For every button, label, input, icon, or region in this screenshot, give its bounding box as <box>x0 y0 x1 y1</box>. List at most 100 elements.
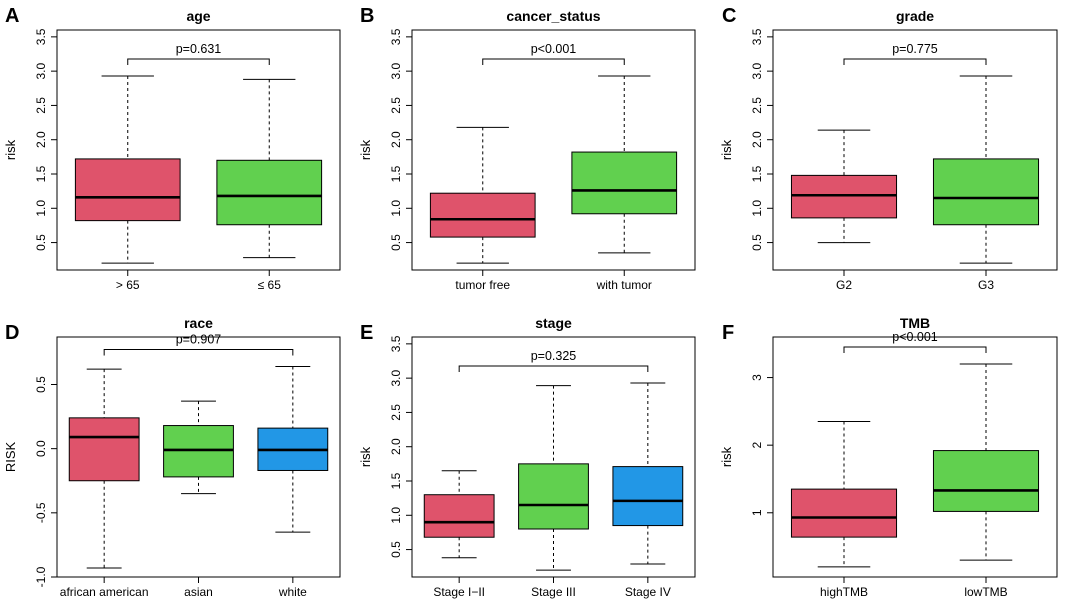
x-tick-label: highTMB <box>820 585 868 599</box>
significance-bracket <box>127 58 270 65</box>
iqr-box <box>216 159 323 226</box>
y-tick-label: 3.5 <box>389 28 403 45</box>
panel-f: F TMB 1 2 3 risk highTMB lowTMB p<0.001 <box>719 315 1058 599</box>
box-0 <box>429 126 536 264</box>
plot-frame <box>772 29 1058 271</box>
y-tick-label: -0.5 <box>34 502 48 523</box>
y-tick-label: 1.0 <box>389 507 403 524</box>
p-value-label: p=0.775 <box>892 42 938 56</box>
significance-bracket <box>843 58 987 65</box>
box-1 <box>163 400 234 495</box>
panel-title: age <box>186 8 210 24</box>
x-tick-label: asian <box>184 585 213 599</box>
x-tick-label: white <box>278 585 307 599</box>
panel-title: TMB <box>900 315 930 331</box>
iqr-box <box>932 158 1040 226</box>
x-tick-label: Stage III <box>531 585 576 599</box>
p-value-label: p<0.001 <box>892 330 938 344</box>
significance-bracket <box>458 365 649 372</box>
iqr-box <box>518 463 589 530</box>
panel-letter: B <box>360 5 374 27</box>
x-tick-label: tumor free <box>455 278 510 292</box>
significance-bracket <box>482 58 625 65</box>
y-axis-label: risk <box>358 446 373 467</box>
box-1 <box>932 363 1040 561</box>
significance-bracket <box>843 346 987 354</box>
box-1 <box>216 78 323 259</box>
y-tick-label: 2.5 <box>34 97 48 114</box>
y-tick-label: 0.5 <box>750 234 764 251</box>
panel-title: race <box>184 315 213 331</box>
y-tick-label: 2.0 <box>750 131 764 148</box>
y-tick-label: 3.5 <box>34 28 48 45</box>
p-value-label: p=0.325 <box>531 349 577 363</box>
panel-letter: E <box>360 322 373 344</box>
box-0 <box>68 368 140 569</box>
y-tick-label: 3.5 <box>750 28 764 45</box>
iqr-box <box>429 192 536 238</box>
iqr-box <box>74 158 181 222</box>
box-1 <box>518 385 589 571</box>
p-value-label: p<0.001 <box>531 42 577 56</box>
y-tick-label: 3.0 <box>750 62 764 79</box>
y-tick-label: 0.5 <box>34 234 48 251</box>
panel-title: grade <box>896 8 934 24</box>
p-value-label: p=0.907 <box>176 333 222 347</box>
y-tick-label: 2.5 <box>750 97 764 114</box>
y-tick-label: 0.5 <box>34 376 48 393</box>
iqr-box <box>932 450 1040 512</box>
y-tick-label: 1.5 <box>389 472 403 489</box>
significance-bracket <box>103 349 294 356</box>
y-tick-label: 2 <box>750 442 764 449</box>
panel-letter: A <box>5 5 19 27</box>
y-tick-label: 1.5 <box>34 165 48 182</box>
y-tick-label: 1.0 <box>34 200 48 217</box>
y-tick-label: 2.5 <box>389 404 403 421</box>
x-tick-label: ≤ 65 <box>258 278 282 292</box>
x-tick-label: G3 <box>978 278 994 292</box>
y-tick-label: 3.0 <box>389 62 403 79</box>
y-axis-label: risk <box>719 139 734 160</box>
x-tick-label: G2 <box>836 278 852 292</box>
y-tick-label: -1.0 <box>34 566 48 587</box>
y-tick-label: 0.5 <box>389 541 403 558</box>
y-tick-label: 1.0 <box>750 200 764 217</box>
p-value-label: p=0.631 <box>176 42 222 56</box>
y-tick-label: 3 <box>750 374 764 381</box>
x-tick-label: > 65 <box>116 278 140 292</box>
x-tick-label: Stage IV <box>625 585 671 599</box>
box-0 <box>790 421 898 568</box>
y-tick-label: 3.5 <box>389 335 403 352</box>
panel-letter: C <box>722 5 736 27</box>
y-tick-label: 1.5 <box>389 165 403 182</box>
y-tick-label: 1.0 <box>389 200 403 217</box>
y-tick-label: 1 <box>750 509 764 516</box>
y-tick-label: 2.0 <box>34 131 48 148</box>
box-1 <box>932 75 1040 264</box>
box-1 <box>571 75 678 254</box>
plot-frame <box>772 336 1058 578</box>
y-axis-label: risk <box>719 446 734 467</box>
x-tick-label: with tumor <box>596 278 652 292</box>
box-0 <box>74 75 181 264</box>
y-tick-label: 2.5 <box>389 97 403 114</box>
iqr-box <box>612 466 684 527</box>
box-0 <box>790 129 898 244</box>
y-tick-label: 2.0 <box>389 438 403 455</box>
box-2 <box>612 382 684 565</box>
panel-title: cancer_status <box>506 8 600 24</box>
y-tick-label: 3.0 <box>389 369 403 386</box>
panel-title: stage <box>535 315 572 331</box>
y-axis-label: risk <box>358 139 373 160</box>
box-2 <box>257 366 329 533</box>
y-tick-label: 1.5 <box>750 165 764 182</box>
y-tick-label: 0.0 <box>34 440 48 457</box>
iqr-box <box>571 151 678 215</box>
iqr-box <box>68 417 140 482</box>
y-tick-label: 3.0 <box>34 62 48 79</box>
